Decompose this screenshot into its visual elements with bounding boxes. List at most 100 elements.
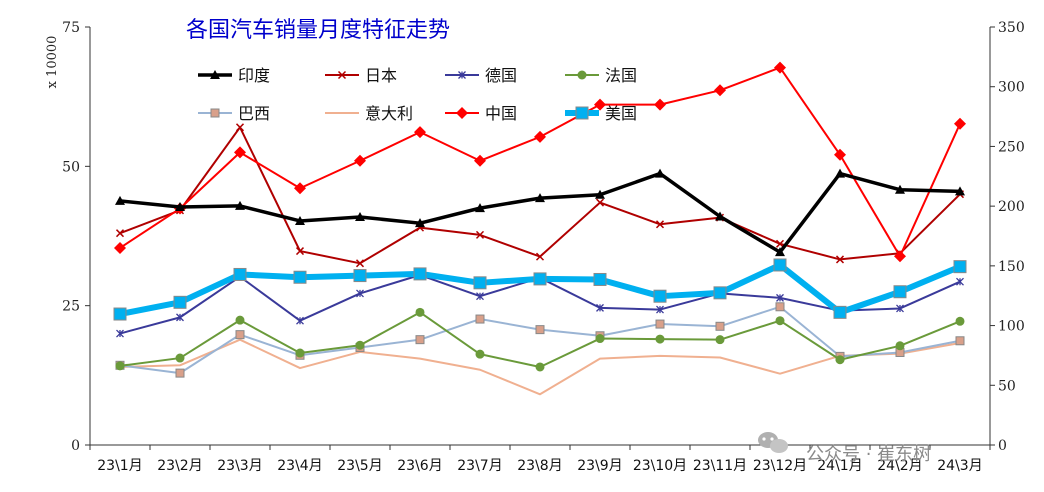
data-point — [533, 272, 547, 286]
data-point — [715, 321, 725, 331]
data-point — [596, 303, 604, 312]
data-point — [655, 334, 665, 344]
legend-label: 法国 — [605, 66, 637, 85]
watermark: 公众号 · 崔东树 — [758, 432, 931, 465]
data-point — [115, 229, 125, 238]
y-right-tick-label: 200 — [998, 199, 1025, 215]
data-point — [415, 218, 425, 228]
data-point — [295, 247, 305, 256]
data-point — [173, 295, 187, 309]
data-point — [715, 211, 725, 221]
data-point — [593, 272, 607, 286]
data-point — [775, 316, 785, 326]
y-right-tick-label: 300 — [998, 80, 1025, 96]
legend-item: 意大利 — [325, 104, 413, 123]
data-point — [653, 289, 667, 303]
data-point — [294, 182, 306, 195]
data-point — [895, 341, 905, 351]
data-point — [775, 247, 785, 257]
data-point — [535, 252, 545, 261]
x-tick-label: 23\6月 — [397, 458, 442, 474]
legend-marker — [337, 70, 347, 80]
series-3 — [115, 307, 965, 372]
data-point — [654, 98, 666, 111]
data-point — [955, 336, 965, 346]
legend-label: 美国 — [605, 104, 637, 123]
data-point — [235, 123, 245, 132]
data-point — [353, 269, 367, 283]
legend-item: 巴西 — [198, 104, 270, 123]
x-tick-label: 23\8月 — [517, 458, 562, 474]
legend-marker — [210, 70, 220, 79]
legend-label: 意大利 — [365, 104, 413, 123]
data-point — [115, 361, 125, 371]
data-point — [295, 215, 305, 225]
data-point — [355, 340, 365, 350]
data-point — [113, 307, 127, 321]
data-point — [354, 154, 366, 167]
data-point — [775, 302, 785, 312]
data-point — [594, 98, 606, 111]
data-point — [953, 260, 967, 274]
y-axis-left-unit-label: x 10000 — [45, 36, 60, 89]
data-point — [476, 292, 484, 301]
data-point — [413, 267, 427, 281]
legend-label: 德国 — [485, 66, 517, 85]
data-point — [475, 203, 485, 213]
data-point — [595, 334, 605, 344]
y-left-tick-label: 75 — [62, 20, 80, 36]
data-point — [713, 286, 727, 300]
data-point — [176, 313, 184, 322]
series-lines — [113, 61, 967, 396]
x-tick-label: 23\1月 — [97, 458, 142, 474]
data-point — [835, 168, 845, 178]
data-point — [535, 362, 545, 372]
legend-item: 中国 — [445, 104, 517, 123]
legend-marker — [458, 71, 466, 79]
y-left-tick-label: 50 — [62, 159, 80, 175]
data-point — [954, 117, 966, 130]
data-point — [714, 84, 726, 97]
x-tick-label: 24\1月 — [817, 458, 862, 474]
data-point — [115, 195, 125, 205]
x-tick-label: 23\7月 — [457, 458, 502, 474]
series-7 — [113, 258, 967, 321]
legend-item: 日本 — [325, 66, 397, 85]
data-point — [773, 258, 787, 272]
data-point — [474, 154, 486, 167]
x-tick-label: 23\4月 — [277, 458, 322, 474]
legend-marker — [577, 70, 587, 80]
x-tick-label: 24\2月 — [877, 458, 922, 474]
y-right-tick-label: 100 — [998, 319, 1025, 335]
watermark-text: 公众号 · 崔东树 — [806, 444, 931, 465]
data-point — [655, 168, 665, 178]
y-right-tick-label: 50 — [998, 378, 1016, 394]
data-point — [893, 285, 907, 299]
data-point — [656, 305, 664, 314]
data-point — [655, 220, 665, 229]
legend-marker — [575, 106, 589, 120]
series-5 — [119, 338, 961, 396]
data-point — [835, 355, 845, 365]
x-tick-label: 24\3月 — [937, 458, 982, 474]
x-tick-label: 23\2月 — [157, 458, 202, 474]
data-point — [776, 293, 784, 302]
data-point — [296, 316, 304, 325]
data-point — [175, 353, 185, 363]
data-point — [116, 329, 124, 338]
data-point — [534, 130, 546, 143]
x-tick-label: 23\9月 — [577, 458, 622, 474]
data-point — [595, 189, 605, 199]
x-tick-label: 23\10月 — [633, 458, 687, 474]
data-point — [355, 212, 365, 222]
data-point — [355, 259, 365, 268]
data-point — [475, 349, 485, 359]
legend-label: 印度 — [238, 66, 270, 85]
axes: 0 25 50 75 0 50 100 150 200 250 300 350 23\1月 23\2月 23… — [62, 20, 1025, 474]
data-point — [175, 202, 185, 212]
data-point — [235, 200, 245, 210]
y-right-tick-label: 150 — [998, 259, 1025, 275]
